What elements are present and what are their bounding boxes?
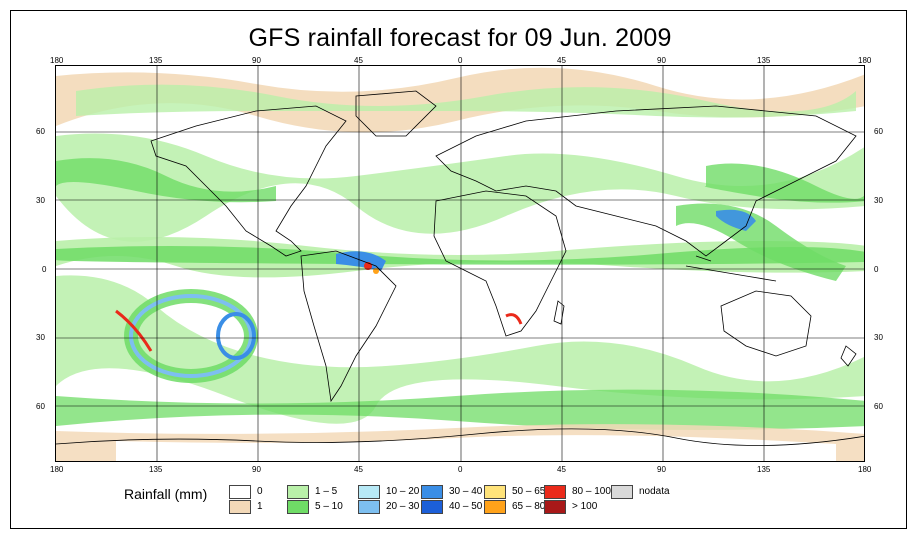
legend-label: 1 <box>257 501 263 512</box>
legend-swatch <box>611 485 633 499</box>
lon-tick-bottom: 0 <box>458 465 463 474</box>
lon-tick-bottom: 180 <box>858 465 872 474</box>
lat-tick-right: 30 <box>874 333 883 342</box>
legend-swatch <box>287 485 309 499</box>
lon-tick-bottom: 135 <box>149 465 163 474</box>
lat-tick-right: 60 <box>874 402 883 411</box>
legend-label: 40 – 50 <box>449 501 483 512</box>
map-canvas <box>56 66 864 461</box>
legend-label: 0 <box>257 486 263 497</box>
legend-swatch <box>484 500 506 514</box>
lon-tick-bottom: 180 <box>50 465 64 474</box>
lon-tick-top: 45 <box>354 56 363 65</box>
lat-tick-right: 30 <box>874 196 883 205</box>
legend-label: 20 – 30 <box>386 501 420 512</box>
lon-tick-top: 45 <box>557 56 566 65</box>
lon-tick-bottom: 90 <box>657 465 666 474</box>
legend-label: 10 – 20 <box>386 486 420 497</box>
legend-label: 80 – 100 <box>572 486 611 497</box>
rainfall-map <box>55 65 865 462</box>
graticule <box>56 66 864 461</box>
lon-tick-top: 90 <box>657 56 666 65</box>
legend-label: 1 – 5 <box>315 486 338 497</box>
coastlines <box>56 90 864 446</box>
lon-tick-bottom: 135 <box>757 465 771 474</box>
legend-swatch <box>544 485 566 499</box>
legend-label: nodata <box>639 486 670 497</box>
lat-tick-left: 60 <box>36 127 45 136</box>
lat-tick-left: 60 <box>36 402 45 411</box>
legend-label: > 100 <box>572 501 598 512</box>
lat-tick-left: 30 <box>36 333 45 342</box>
legend-label: 30 – 40 <box>449 486 483 497</box>
lat-tick-left: 0 <box>42 265 47 274</box>
lon-tick-top: 0 <box>458 56 463 65</box>
legend-swatch <box>287 500 309 514</box>
legend-label: 50 – 65 <box>512 486 546 497</box>
legend-title: Rainfall (mm) <box>124 486 208 502</box>
lon-tick-bottom: 45 <box>354 465 363 474</box>
lon-tick-top: 180 <box>50 56 64 65</box>
legend-swatch <box>421 500 443 514</box>
lat-tick-right: 0 <box>874 265 879 274</box>
figure-frame <box>10 10 907 529</box>
legend-label: 5 – 10 <box>315 501 343 512</box>
lon-tick-top: 135 <box>149 56 163 65</box>
lon-tick-top: 180 <box>858 56 872 65</box>
lat-tick-right: 60 <box>874 127 883 136</box>
legend-swatch <box>484 485 506 499</box>
lon-tick-bottom: 90 <box>252 465 261 474</box>
lon-tick-bottom: 45 <box>557 465 566 474</box>
rainfall-fill <box>56 66 864 461</box>
legend-swatch <box>358 500 380 514</box>
legend-swatch <box>544 500 566 514</box>
legend-swatch <box>421 485 443 499</box>
lon-tick-top: 90 <box>252 56 261 65</box>
legend-swatch <box>358 485 380 499</box>
legend-swatch <box>229 500 251 514</box>
lon-tick-top: 135 <box>757 56 771 65</box>
map-title: GFS rainfall forecast for 09 Jun. 2009 <box>248 24 672 52</box>
legend-label: 65 – 80 <box>512 501 546 512</box>
legend-swatch <box>229 485 251 499</box>
lat-tick-left: 30 <box>36 196 45 205</box>
